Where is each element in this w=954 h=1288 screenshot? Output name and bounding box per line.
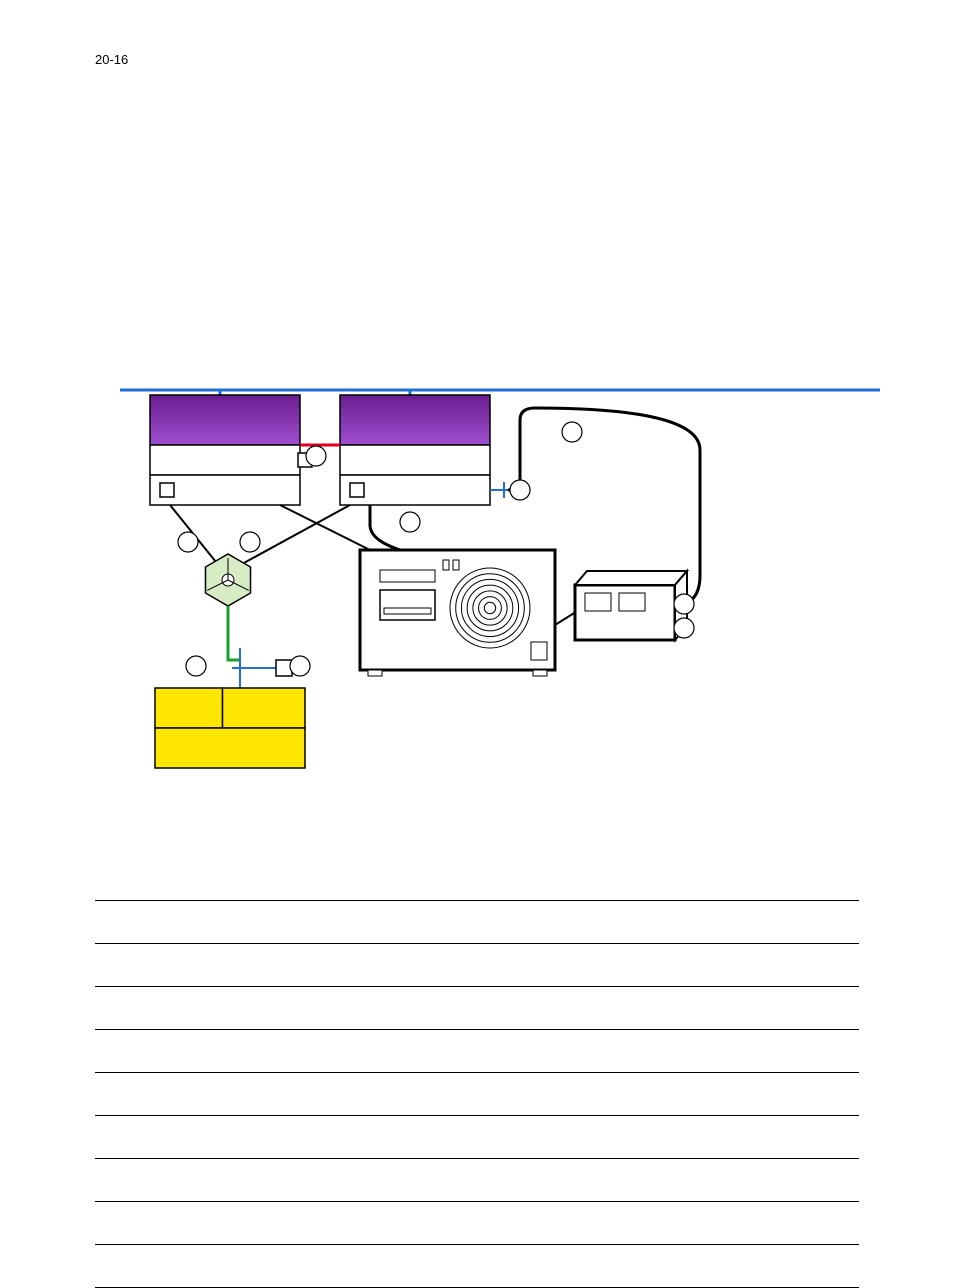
table-row: [95, 1073, 859, 1116]
table-row: [95, 1245, 859, 1288]
callout-c3: [400, 512, 420, 532]
table-row: [95, 901, 859, 944]
table-row: [95, 1202, 859, 1245]
table-row: [95, 1159, 859, 1202]
callout-c6: [562, 422, 582, 442]
callout-c1: [306, 446, 326, 466]
callout-c9: [186, 656, 206, 676]
callout-c4: [178, 532, 198, 552]
callout-c2: [510, 480, 530, 500]
callout-c10: [290, 656, 310, 676]
host-b: [340, 395, 490, 505]
component-table: [95, 900, 859, 1288]
quorum-link: [228, 606, 240, 660]
table-row: [95, 1116, 859, 1159]
table-row: [95, 987, 859, 1030]
scsi-cable-2: [370, 505, 400, 550]
table-row: [95, 944, 859, 987]
table-row: [95, 1030, 859, 1073]
host-a: [150, 395, 300, 505]
callout-c7: [674, 594, 694, 614]
callout-c8: [674, 618, 694, 638]
page-number: 20-16: [95, 52, 128, 67]
shared-storage-icon: [155, 728, 305, 768]
callout-c5: [240, 532, 260, 552]
